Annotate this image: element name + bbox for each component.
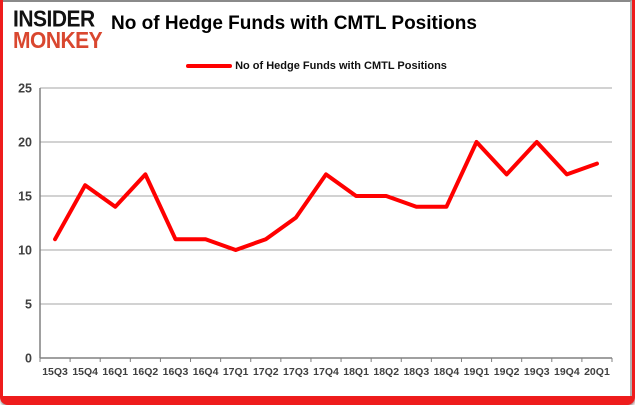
logo-insider-text: INSIDER: [13, 6, 95, 32]
x-tick-label: 16Q2: [133, 366, 159, 378]
x-tick-label: 18Q1: [343, 366, 369, 378]
logo-monkey-text: MONKEY: [13, 28, 103, 54]
x-tick-label: 19Q3: [524, 366, 550, 378]
x-tick-label: 15Q3: [42, 366, 68, 378]
insider-monkey-logo: INSIDER MONKEY: [13, 6, 103, 54]
x-tick-label: 18Q2: [373, 366, 399, 378]
series-line: [53, 140, 599, 252]
x-tick-label: 17Q3: [283, 366, 309, 378]
x-tick-label: 19Q2: [494, 366, 520, 378]
legend-line-marker-icon: [186, 64, 233, 68]
x-tick-label: 19Q4: [554, 366, 580, 378]
x-tick-label: 16Q4: [193, 366, 219, 378]
line-chart: 0 5 10 15 20 25 15Q3 15Q4 16Q1 16Q2 16Q3 16Q4 17Q1 17…: [18, 82, 613, 378]
legend: No of Hedge Funds with CMTL Positions: [3, 60, 630, 72]
x-tick-label: 16Q3: [163, 366, 189, 378]
chart-canvas: INSIDER MONKEY No of Hedge Funds with CM…: [3, 0, 632, 396]
chart-title: No of Hedge Funds with CMTL Positions: [111, 13, 477, 34]
x-tick-label: 18Q4: [434, 366, 460, 378]
x-tick-label: 17Q4: [313, 366, 339, 378]
legend-label: No of Hedge Funds with CMTL Positions: [235, 60, 447, 72]
x-tick-label: 17Q1: [223, 366, 249, 378]
y-tick-label: 0: [25, 352, 32, 366]
x-tick-label: 18Q3: [403, 366, 429, 378]
x-tick-label: 19Q1: [464, 366, 490, 378]
x-tick-label: 15Q4: [72, 366, 98, 378]
y-tick-label: 25: [18, 82, 32, 96]
y-tick-label: 15: [18, 190, 32, 204]
y-tick-label: 20: [18, 136, 32, 150]
x-tick-label: 20Q1: [584, 366, 610, 378]
y-tick-label: 5: [25, 298, 32, 312]
x-tick-label: 16Q1: [102, 366, 128, 378]
y-tick-label: 10: [18, 244, 32, 258]
x-tick-label: 17Q2: [253, 366, 279, 378]
